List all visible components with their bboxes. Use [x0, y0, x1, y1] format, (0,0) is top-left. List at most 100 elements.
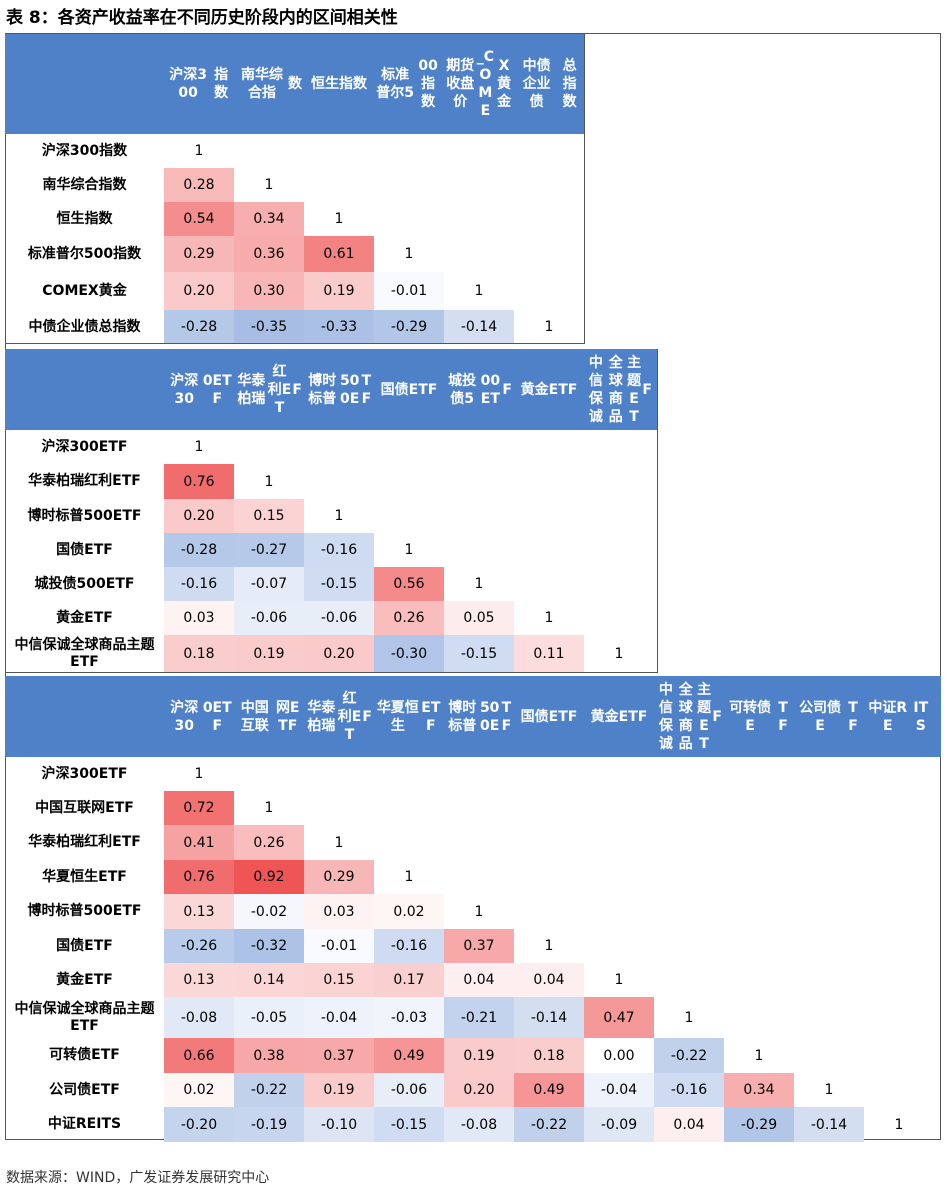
- table-header-row: 沪深300 指数 南华综合指数恒生指数 标准普尔5 00指数 期货收盘价 _COME X黄金中…: [5, 34, 585, 134]
- correlation-cell: -0.28: [164, 533, 234, 567]
- correlation-cell: -0.32: [234, 929, 304, 963]
- table-border-bottom: [5, 672, 658, 673]
- correlation-cell: 0.14: [234, 963, 304, 997]
- correlation-cell: 1: [684, 1009, 694, 1026]
- correlation-cell: 0.26: [234, 825, 304, 860]
- correlation-cell: 0.34: [234, 202, 304, 236]
- correlation-cell: 0.11: [514, 635, 584, 673]
- column-header: 中信保诚 全球商品 主题ET F: [588, 354, 652, 425]
- correlation-cell: 0.15: [234, 499, 304, 533]
- source-note: 数据来源：WIND，广发证券发展研究中心: [6, 1170, 270, 1186]
- correlation-cell: 0.03: [164, 601, 234, 635]
- row-label: 华夏恒生ETF: [42, 868, 127, 885]
- correlation-cell: -0.02: [234, 894, 304, 929]
- column-header: 公司债E TF: [799, 699, 858, 734]
- correlation-cell: -0.22: [654, 1038, 724, 1073]
- correlation-cell: -0.27: [234, 533, 304, 567]
- table-border-right: [657, 349, 658, 673]
- correlation-cell: -0.21: [444, 997, 514, 1038]
- row-label: 黄金ETF: [56, 971, 113, 988]
- column-header: 博时标普 500E TF: [308, 372, 372, 407]
- correlation-cell: 0.03: [304, 894, 374, 929]
- row-label: 中证REITS: [47, 1116, 122, 1132]
- correlation-cell: 0.76: [164, 860, 234, 894]
- correlation-cell: 1: [264, 800, 274, 816]
- row-label: 公司债ETF: [49, 1081, 120, 1098]
- correlation-cell: 1: [334, 834, 344, 851]
- correlation-cell: 1: [544, 319, 554, 335]
- correlation-cell: -0.05: [234, 997, 304, 1038]
- row-label: 标准普尔500指数: [27, 245, 142, 262]
- correlation-cell: -0.29: [724, 1107, 794, 1142]
- column-header: 沪深30 0ETF: [170, 372, 232, 407]
- table-border-bottom: [5, 343, 585, 344]
- correlation-cell: 0.30: [234, 272, 304, 310]
- correlation-cell: 0.49: [374, 1038, 444, 1073]
- correlation-cell: 0.04: [444, 963, 514, 997]
- correlation-cell: 0.13: [164, 963, 234, 997]
- row-label: 国债ETF: [56, 937, 113, 954]
- correlation-cell: 1: [474, 903, 484, 920]
- correlation-cell: 1: [194, 439, 204, 455]
- correlation-cell: 0.37: [444, 929, 514, 963]
- correlation-cell: -0.09: [584, 1107, 654, 1142]
- correlation-cell: 0.26: [374, 601, 444, 635]
- column-header: 华泰柏瑞 红利ET F: [307, 690, 372, 743]
- column-header: 中国互联 网ETF: [240, 699, 300, 734]
- table-caption: 表 8：各资产收益率在不同历史阶段内的区间相关性: [6, 8, 398, 28]
- column-header: 标准普尔5 00指数: [376, 58, 438, 110]
- row-label: 博时标普500ETF: [27, 903, 142, 919]
- correlation-cell: 1: [614, 646, 624, 662]
- correlation-cell: 0.17: [374, 963, 444, 997]
- correlation-cell: 0.20: [164, 499, 234, 533]
- correlation-cell: 1: [194, 766, 204, 782]
- correlation-cell: 1: [754, 1047, 764, 1064]
- correlation-cell: -0.29: [374, 310, 444, 344]
- correlation-cell: 0.18: [514, 1038, 584, 1073]
- correlation-cell: 0.37: [304, 1038, 374, 1073]
- correlation-cell: 0.02: [164, 1073, 234, 1107]
- row-label: 国债ETF: [56, 541, 113, 558]
- correlation-cell: 0.49: [514, 1073, 584, 1107]
- correlation-cell: -0.22: [234, 1073, 304, 1107]
- correlation-cell: -0.33: [304, 310, 374, 344]
- column-header: 黄金ET F: [520, 381, 578, 398]
- correlation-cell: -0.16: [304, 533, 374, 567]
- correlation-cell: -0.16: [654, 1073, 724, 1107]
- column-header: 城投债5 00ET F: [448, 372, 512, 407]
- column-header: 中债企业债 总指数: [522, 58, 577, 110]
- correlation-cell: 0.61: [304, 236, 374, 272]
- correlation-cell: -0.28: [164, 310, 234, 344]
- correlation-cell: -0.06: [234, 601, 304, 635]
- correlation-cell: -0.14: [444, 310, 514, 344]
- correlation-cell: -0.14: [794, 1107, 864, 1142]
- correlation-cell: -0.08: [444, 1107, 514, 1142]
- correlation-cell: 1: [404, 542, 414, 558]
- correlation-cell: 1: [474, 283, 484, 299]
- correlation-cell: 1: [824, 1082, 834, 1098]
- correlation-cell: -0.22: [514, 1107, 584, 1142]
- correlation-cell: -0.07: [234, 567, 304, 601]
- row-label: 沪深300指数: [41, 142, 128, 159]
- correlation-cell: 1: [894, 1116, 904, 1133]
- correlation-cell: 0.05: [444, 601, 514, 635]
- correlation-cell: 0.72: [164, 791, 234, 825]
- correlation-cell: 0.47: [584, 997, 654, 1038]
- correlation-cell: 0.02: [374, 894, 444, 929]
- table-header-row: 沪深30 0ETF 华泰柏瑞 红利ET F 博时标普 500E TF 国债ET F 城投债5 00ET…: [5, 349, 658, 430]
- row-label: 中国互联网ETF: [35, 799, 134, 816]
- correlation-cell: 0.28: [164, 168, 234, 202]
- correlation-table-2: 沪深30 0ETF 华泰柏瑞 红利ET F 博时标普 500E TF 国债ET F 城投债5 00ET…: [5, 349, 658, 673]
- table-header-row: 沪深30 0ETF 中国互联 网ETF 华泰柏瑞 红利ET F 华夏恒生 ETF 博时标普 500E…: [5, 676, 941, 757]
- correlation-cell: 0.56: [374, 567, 444, 601]
- correlation-cell: -0.08: [164, 997, 234, 1038]
- column-header: 国债ET F: [380, 381, 438, 398]
- row-label: 城投债500ETF: [34, 575, 135, 592]
- correlation-cell: 0.92: [234, 860, 304, 894]
- column-header: 中证RE ITS: [868, 699, 929, 734]
- correlation-cell: 0.76: [164, 464, 234, 499]
- correlation-table-3: 沪深30 0ETF 中国互联 网ETF 华泰柏瑞 红利ET F 华夏恒生 ETF 博时标普 500E…: [5, 676, 941, 1142]
- row-label: 博时标普500ETF: [27, 507, 142, 524]
- correlation-cell: 1: [334, 508, 344, 524]
- correlation-cell: 0.13: [164, 894, 234, 929]
